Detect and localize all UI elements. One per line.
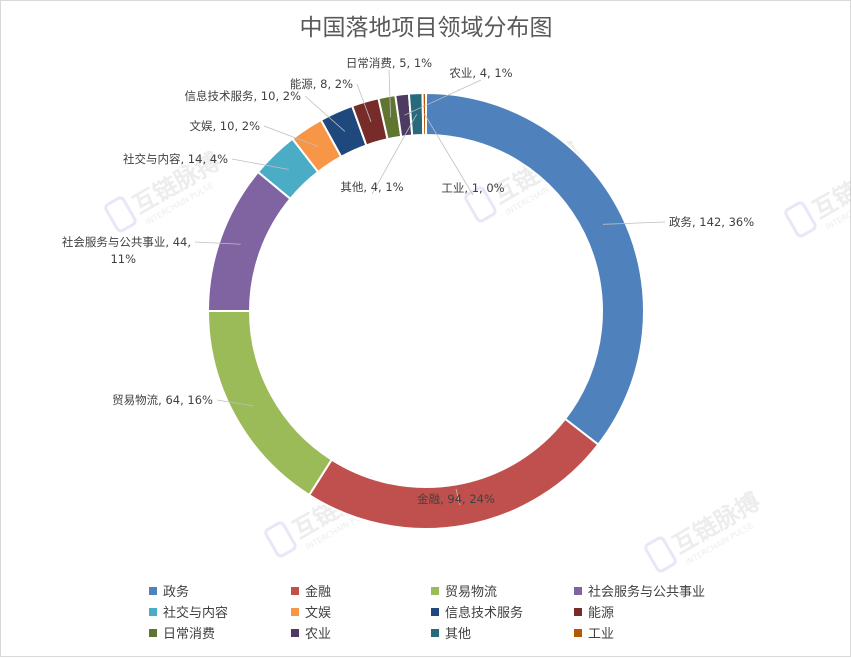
legend-item: 政务 [149, 584, 189, 600]
legend-label: 社会服务与公共事业 [588, 584, 705, 600]
legend-item: 工业 [574, 627, 614, 642]
slice-社会服务与公共事业 [206, 170, 292, 312]
data-label: 社会服务与公共事业, 44, 11% [62, 235, 191, 266]
legend-swatch [149, 587, 157, 595]
leader-line [194, 241, 241, 245]
legend-swatch [291, 629, 299, 637]
leader-line [304, 95, 346, 132]
legend-label: 贸易物流 [445, 585, 497, 600]
leader-line [371, 114, 418, 195]
data-label: 日常消费, 5, 1% [346, 56, 432, 70]
legend-label: 工业 [588, 627, 614, 642]
data-label: 能源, 8, 2% [290, 77, 353, 91]
data-label: 文娱, 10, 2% [190, 119, 261, 133]
legend-item: 社会服务与公共事业 [574, 584, 705, 600]
leader-line [231, 158, 289, 170]
legend-item: 其他 [431, 627, 471, 642]
leader-line [602, 221, 666, 225]
legend-swatch [574, 608, 582, 616]
legend-item: 日常消费 [149, 627, 215, 642]
legend-swatch [574, 629, 582, 637]
legend-swatch [431, 629, 439, 637]
leader-line [263, 125, 318, 147]
legend-swatch [574, 587, 582, 595]
legend-item: 农业 [291, 627, 331, 642]
data-label: 政务, 142, 36% [669, 215, 754, 229]
legend-item: 金融 [291, 584, 331, 600]
leader-line [404, 79, 482, 116]
legend-item: 能源 [574, 606, 614, 621]
leader-lines [194, 69, 666, 506]
leader-line [424, 113, 474, 196]
chart-title: 中国落地项目领域分布图 [300, 15, 553, 41]
data-label: 金融, 94, 24% [417, 492, 495, 506]
legend-label: 金融 [305, 584, 331, 600]
slice-金融 [307, 417, 600, 530]
data-label: 社交与内容, 14, 4% [123, 152, 228, 166]
slice-工业 [421, 91, 427, 137]
data-label: 农业, 4, 1% [449, 66, 512, 80]
legend-swatch [431, 608, 439, 616]
leader-line [455, 488, 461, 506]
legend-label: 信息技术服务 [445, 605, 523, 621]
data-label: 其他, 4, 1% [340, 180, 403, 194]
legend-label: 农业 [305, 627, 331, 642]
legend-swatch [291, 608, 299, 616]
slice-贸易物流 [206, 310, 334, 497]
legend-swatch [149, 629, 157, 637]
slice-其他 [407, 92, 425, 137]
data-labels: 政务, 142, 36% 金融, 94, 24% 贸易物流, 64, 16% 社会服务… [62, 56, 754, 506]
legend-label: 日常消费 [163, 627, 215, 642]
legend-label: 文娱 [305, 606, 331, 621]
doughnut-slices [206, 91, 645, 530]
legend-item: 文娱 [291, 606, 331, 621]
legend-item: 社交与内容 [149, 605, 228, 621]
legend-swatch [431, 587, 439, 595]
legend-swatch [291, 587, 299, 595]
legend-label: 能源 [588, 606, 614, 621]
legend-label: 其他 [445, 627, 471, 642]
slice-政务 [425, 91, 645, 447]
legend-swatch [149, 608, 157, 616]
legend-item: 信息技术服务 [431, 605, 523, 621]
leader-line [216, 399, 254, 407]
legend-item: 贸易物流 [431, 585, 497, 600]
leader-line [356, 83, 372, 122]
legend-label: 社交与内容 [163, 605, 228, 621]
data-label: 贸易物流, 64, 16% [112, 393, 213, 407]
data-label: 工业, 1, 0% [441, 181, 504, 195]
leader-line [388, 69, 392, 118]
data-label: 信息技术服务, 10, 2% [185, 89, 302, 103]
legend-label: 政务 [163, 584, 189, 600]
